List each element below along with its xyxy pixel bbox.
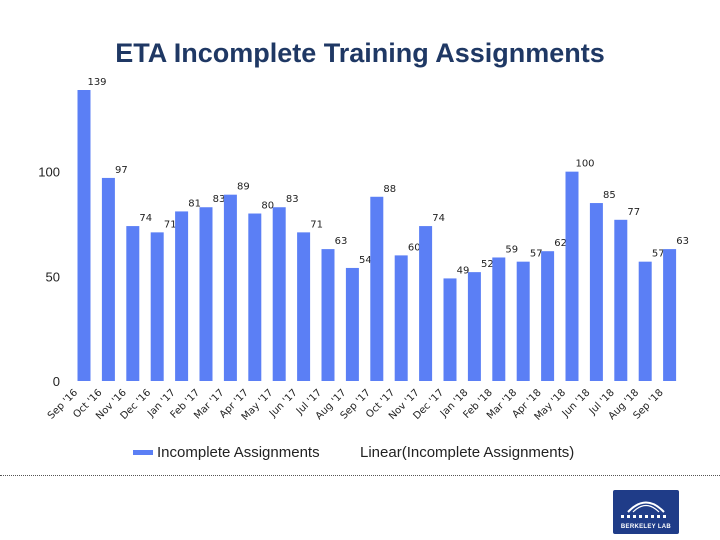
- data-label: 77: [627, 207, 640, 218]
- data-label: 100: [575, 159, 594, 170]
- bar: [589, 203, 603, 381]
- legend-label-incomplete: Incomplete Assignments: [157, 444, 320, 461]
- bar: [419, 226, 433, 381]
- bar: [223, 194, 237, 381]
- data-label: 139: [87, 77, 106, 88]
- bar: [467, 272, 481, 381]
- data-label: 83: [213, 194, 226, 205]
- data-label: 83: [286, 194, 299, 205]
- bar: [663, 249, 677, 381]
- y-tick-label: 100: [38, 165, 60, 180]
- data-label: 57: [652, 249, 665, 260]
- data-label: 63: [335, 236, 348, 247]
- data-label: 54: [359, 255, 372, 266]
- bar: [126, 226, 140, 381]
- data-label: 97: [115, 165, 128, 176]
- data-label: 74: [139, 213, 152, 224]
- bar: [77, 90, 91, 381]
- footer-divider: [0, 475, 720, 476]
- legend-label-linear: Linear(Incomplete Assignments): [360, 444, 575, 461]
- bar: [565, 171, 579, 381]
- data-label: 74: [432, 213, 445, 224]
- logo-icon: [621, 501, 666, 518]
- data-label: 63: [676, 236, 689, 247]
- data-label: 59: [505, 244, 518, 255]
- data-label: 49: [457, 265, 470, 276]
- bar: [394, 255, 408, 381]
- bar: [370, 196, 384, 381]
- bar: [199, 207, 213, 381]
- data-label: 85: [603, 190, 616, 201]
- bar: [272, 207, 286, 381]
- chart-legend: Incomplete Assignments Linear(Incomplete…: [0, 444, 720, 464]
- bar: [248, 213, 262, 381]
- bar: [297, 232, 311, 381]
- bar: [541, 251, 555, 381]
- data-label: 62: [554, 238, 567, 249]
- legend-item-incomplete: Incomplete Assignments: [133, 444, 320, 461]
- data-label: 81: [188, 198, 201, 209]
- data-label: 71: [310, 219, 323, 230]
- bar: [492, 257, 506, 381]
- bar: [345, 267, 359, 381]
- data-label: 89: [237, 182, 250, 193]
- bar: [614, 219, 628, 381]
- chart-title: ETA Incomplete Training Assignments: [115, 38, 605, 68]
- bar: [443, 278, 457, 381]
- bar: [516, 261, 530, 381]
- y-tick-label: 0: [53, 374, 60, 389]
- data-label: 80: [261, 201, 274, 212]
- bar: [175, 211, 189, 381]
- legend-swatch: [133, 450, 153, 455]
- data-label: 88: [383, 184, 396, 195]
- logo-text: BERKELEY LAB: [620, 524, 672, 530]
- data-label: 60: [408, 242, 421, 253]
- data-label: 57: [530, 249, 543, 260]
- bar: [638, 261, 652, 381]
- legend-item-linear: Linear(Incomplete Assignments): [360, 444, 574, 461]
- y-tick-label: 50: [46, 269, 60, 284]
- bar: [150, 232, 164, 381]
- data-label: 71: [164, 219, 177, 230]
- bar: [101, 177, 115, 381]
- berkeley-lab-logo: BERKELEY LAB: [613, 490, 679, 534]
- data-label: 52: [481, 259, 494, 270]
- bar: [321, 249, 335, 381]
